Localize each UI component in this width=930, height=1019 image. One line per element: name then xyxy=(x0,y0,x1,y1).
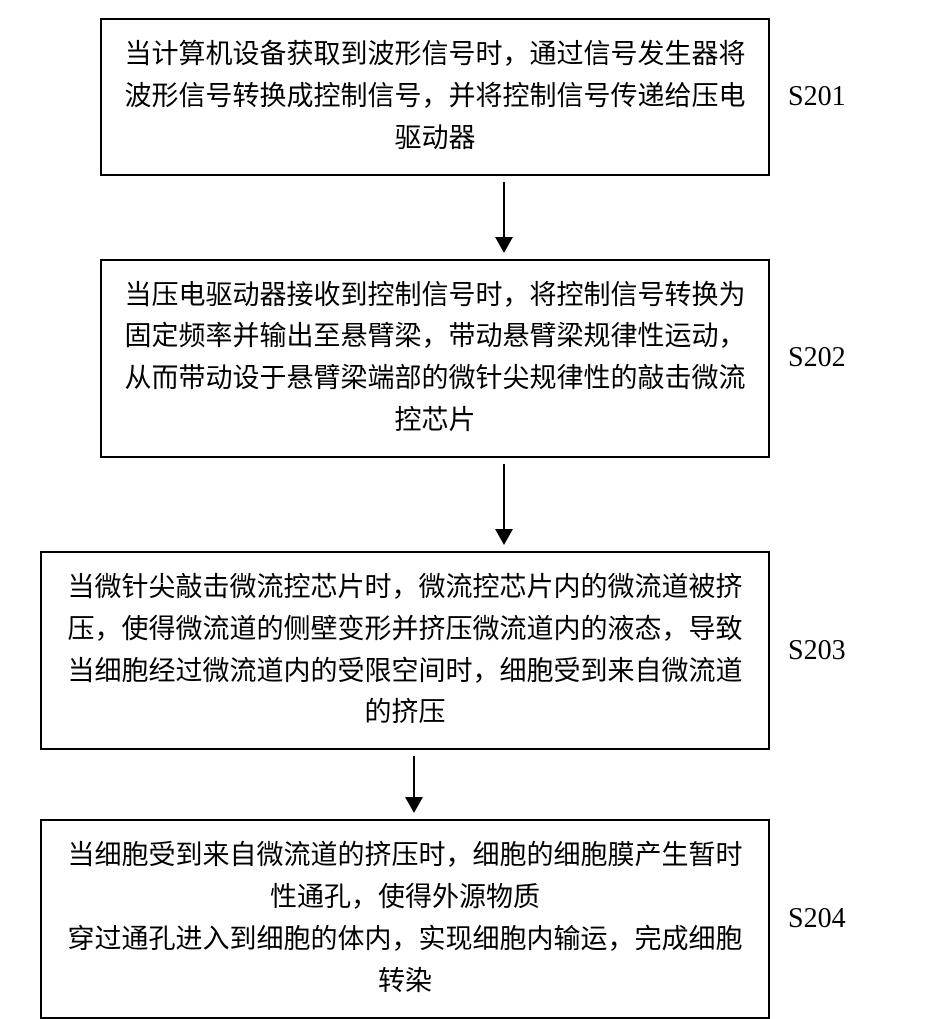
connector-s203 xyxy=(405,750,890,819)
step-box-s204: 当细胞受到来自微流道的挤压时，细胞的细胞膜产生暂时性通孔，使得外源物质穿过通孔进… xyxy=(40,819,770,1018)
arrow-down-icon xyxy=(495,182,513,253)
step-label-s203: S203 xyxy=(788,635,846,667)
step-label-s201: S201 xyxy=(788,81,846,113)
connector-s202 xyxy=(495,458,890,551)
step-row-s203: 当微针尖敲击微流控芯片时，微流控芯片内的微流道被挤压，使得微流道的侧壁变形并挤压… xyxy=(40,551,890,750)
step-row-s202: 当压电驱动器接收到控制信号时，将控制信号转换为固定频率并输出至悬臂梁，带动悬臂梁… xyxy=(100,259,890,458)
arrow-line xyxy=(503,182,505,238)
arrow-down-icon xyxy=(495,464,513,545)
flowchart-container: 当计算机设备获取到波形信号时，通过信号发生器将波形信号转换成控制信号，并将控制信… xyxy=(40,18,890,1019)
step-label-s204: S204 xyxy=(788,903,846,935)
step-box-s201: 当计算机设备获取到波形信号时，通过信号发生器将波形信号转换成控制信号，并将控制信… xyxy=(100,18,770,176)
connector-s201 xyxy=(495,176,890,259)
step-box-s203: 当微针尖敲击微流控芯片时，微流控芯片内的微流道被挤压，使得微流道的侧壁变形并挤压… xyxy=(40,551,770,750)
arrow-line xyxy=(413,756,415,798)
step-box-s202: 当压电驱动器接收到控制信号时，将控制信号转换为固定频率并输出至悬臂梁，带动悬臂梁… xyxy=(100,259,770,458)
arrow-head-icon xyxy=(495,237,513,253)
step-row-s204: 当细胞受到来自微流道的挤压时，细胞的细胞膜产生暂时性通孔，使得外源物质穿过通孔进… xyxy=(40,819,890,1018)
arrow-head-icon xyxy=(405,797,423,813)
arrow-head-icon xyxy=(495,529,513,545)
step-label-s202: S202 xyxy=(788,342,846,374)
step-row-s201: 当计算机设备获取到波形信号时，通过信号发生器将波形信号转换成控制信号，并将控制信… xyxy=(100,18,890,176)
arrow-down-icon xyxy=(405,756,423,813)
arrow-line xyxy=(503,464,505,530)
